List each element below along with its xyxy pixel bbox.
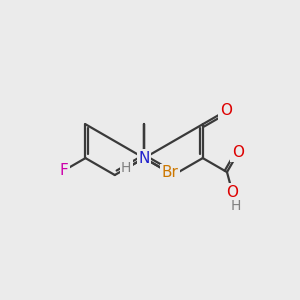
Text: Br: Br <box>161 165 178 180</box>
Text: O: O <box>220 103 232 118</box>
Text: H: H <box>121 161 131 176</box>
Text: O: O <box>232 146 244 160</box>
Text: F: F <box>59 163 68 178</box>
Text: H: H <box>231 200 242 213</box>
Text: O: O <box>226 185 238 200</box>
Text: N: N <box>138 151 150 166</box>
